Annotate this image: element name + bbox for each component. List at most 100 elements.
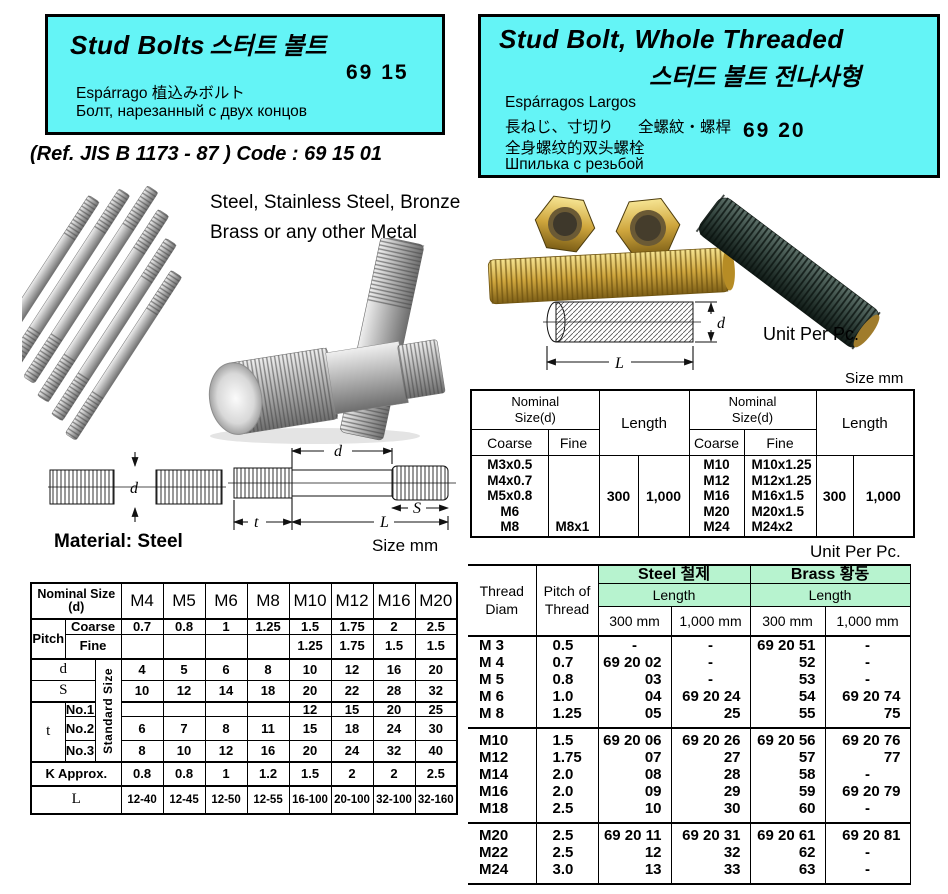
pitch-cell: 2.5 bbox=[535, 844, 598, 861]
stud-rod-drawing: d bbox=[48, 452, 226, 522]
article-code-cell: 55 bbox=[749, 705, 826, 728]
stud-bolt-spec-table: Nominal Size (d) M4 M5 M6 M8 M10 M12 M16 M20 Pitc… bbox=[30, 582, 459, 816]
dimension-l-label: L bbox=[379, 514, 389, 531]
spec-cell: 11 bbox=[246, 716, 290, 742]
article-code-cell: 52 bbox=[749, 654, 826, 671]
article-code-cell: 08 bbox=[597, 766, 671, 783]
pitch-cell: 0.8 bbox=[535, 671, 598, 688]
spec-cell: 1.25 bbox=[288, 633, 332, 660]
article-code-cell: 63 bbox=[749, 861, 826, 884]
spec-cell: 12-40 bbox=[120, 785, 164, 815]
standard-size-label: Standard Size bbox=[94, 658, 122, 763]
spec-cell: 24 bbox=[372, 716, 416, 742]
spec-cell: 28 bbox=[372, 679, 416, 703]
spec-column-header: M4 bbox=[120, 582, 164, 620]
article-code-cell: - bbox=[670, 671, 751, 688]
spec-cell: 8 bbox=[204, 716, 248, 742]
material-label: Material: Steel bbox=[54, 531, 183, 552]
right-title-korean: 스터드 볼트 전나사형 bbox=[649, 64, 862, 91]
thread-diam-cell: M 3 bbox=[479, 637, 505, 654]
article-code-cell: 69 20 26 bbox=[670, 727, 751, 749]
spec-cell: 32 bbox=[372, 740, 416, 764]
fine-header: Fine bbox=[743, 429, 817, 456]
unit-per-pc-label-2: Unit Per Pc. bbox=[810, 542, 901, 561]
spec-cell: 10 bbox=[120, 679, 164, 703]
spec-cell bbox=[120, 633, 164, 660]
article-code-cell: 09 bbox=[597, 783, 671, 800]
spec-cell: 14 bbox=[204, 679, 248, 703]
size-value: M24 bbox=[703, 519, 730, 535]
right-subtitle-zh-trad: 全螺紋・螺桿 bbox=[638, 119, 732, 136]
material-note-line1: Steel, Stainless Steel, Bronze bbox=[210, 192, 461, 213]
thread-diam-cell: M 6 bbox=[479, 688, 505, 705]
dimension-d-label: d bbox=[717, 315, 726, 332]
size-value bbox=[556, 457, 599, 473]
right-subtitle-jp: 長ねじ、寸切り bbox=[505, 119, 614, 136]
thread-diam-cell: M14 bbox=[479, 766, 509, 783]
spec-cell: 12-45 bbox=[162, 785, 206, 815]
spec-cell: 20 bbox=[414, 658, 458, 681]
dimension-d-label: d bbox=[334, 443, 343, 460]
spec-cell: 18 bbox=[330, 716, 374, 742]
threaded-rod-dimension-drawing: d L bbox=[543, 301, 726, 372]
thread-diam-cell: M12 bbox=[479, 749, 509, 766]
coarse-sizes: M3x0.5 M4x0.7 M5x0.8 M6 M8 bbox=[470, 455, 549, 538]
nominal-size-header: Nominal Size(d) bbox=[470, 389, 600, 430]
thread-diam-cell: M 5 bbox=[479, 671, 505, 688]
article-code-cell: 69 20 56 bbox=[749, 727, 826, 749]
article-code-cell: 13 bbox=[597, 861, 671, 884]
article-code-cell: 04 bbox=[597, 688, 671, 705]
article-code-cell: 69 20 61 bbox=[749, 822, 826, 844]
thread-diam-cell: M10 bbox=[468, 727, 536, 749]
size-value: M4x0.7 bbox=[487, 472, 533, 488]
article-code-cell: 69 20 76 bbox=[824, 727, 911, 749]
spec-cell: 20 bbox=[372, 701, 416, 718]
spec-cell: 20-100 bbox=[330, 785, 374, 815]
price-table-holder: Thread Diam Pitch of Thread Steel 철제 Brass 황동… bbox=[468, 564, 911, 885]
left-header-box: Stud Bolts 스터트 볼트 69 15 Espárrago 植込みボルト… bbox=[45, 14, 445, 135]
article-code-cell: - bbox=[824, 844, 911, 861]
article-code-cell: - bbox=[824, 636, 911, 654]
spec-cell: 2 bbox=[330, 761, 374, 788]
article-code-cell: 05 bbox=[597, 705, 671, 728]
thread-diam-header: Thread Diam bbox=[468, 565, 536, 637]
size-value: M12 bbox=[703, 472, 730, 488]
size-value: M3x0.5 bbox=[487, 457, 533, 473]
spec-cell: 24 bbox=[330, 740, 374, 764]
article-code-cell: - bbox=[597, 636, 671, 654]
pitch-cell: 2.5 bbox=[535, 800, 598, 823]
spec-cell: 1.75 bbox=[330, 618, 374, 635]
article-code-cell: 29 bbox=[670, 783, 751, 800]
article-code-cell: 69 20 02 bbox=[597, 654, 671, 671]
spec-column-header: M20 bbox=[414, 582, 458, 620]
left-code-number: 69 15 bbox=[346, 61, 409, 84]
article-code-cell: 69 20 06 bbox=[597, 727, 671, 749]
d-row-label: d bbox=[30, 658, 96, 681]
dimension-d-label: d bbox=[130, 480, 139, 497]
article-code-cell: 69 20 51 bbox=[749, 636, 826, 654]
coarse-header: Coarse bbox=[688, 429, 745, 456]
article-code-cell: - bbox=[824, 766, 911, 783]
size-value bbox=[556, 473, 599, 489]
pitch-cell: 0.7 bbox=[535, 654, 598, 671]
article-code-cell: 53 bbox=[749, 671, 826, 688]
right-header-box: Stud Bolt, Whole Threaded 스터드 볼트 전나사형 Es… bbox=[478, 14, 940, 178]
spec-cell bbox=[246, 633, 290, 660]
length-1000: 1,000 bbox=[852, 455, 915, 538]
spec-cell: 15 bbox=[330, 701, 374, 718]
thread-diam-cell: M22 bbox=[479, 844, 509, 861]
dimension-t-label: t bbox=[254, 514, 259, 531]
length-header: Length bbox=[597, 583, 751, 607]
spec-cell bbox=[162, 633, 206, 660]
spec-cell: 5 bbox=[162, 658, 206, 681]
pitch-cell: 1.0 bbox=[535, 688, 598, 705]
spec-cell bbox=[162, 701, 206, 718]
size-unit-label-left: Size mm bbox=[372, 536, 439, 555]
spec-cell: 12-50 bbox=[204, 785, 248, 815]
dimension-s-label: S bbox=[413, 500, 421, 517]
spec-cell: 12 bbox=[162, 679, 206, 703]
stud-bolt-closeup-photo bbox=[208, 238, 446, 444]
spec-cell: 1.5 bbox=[288, 618, 332, 635]
article-code-cell: 12 bbox=[597, 844, 671, 861]
spec-cell: 40 bbox=[414, 740, 458, 764]
